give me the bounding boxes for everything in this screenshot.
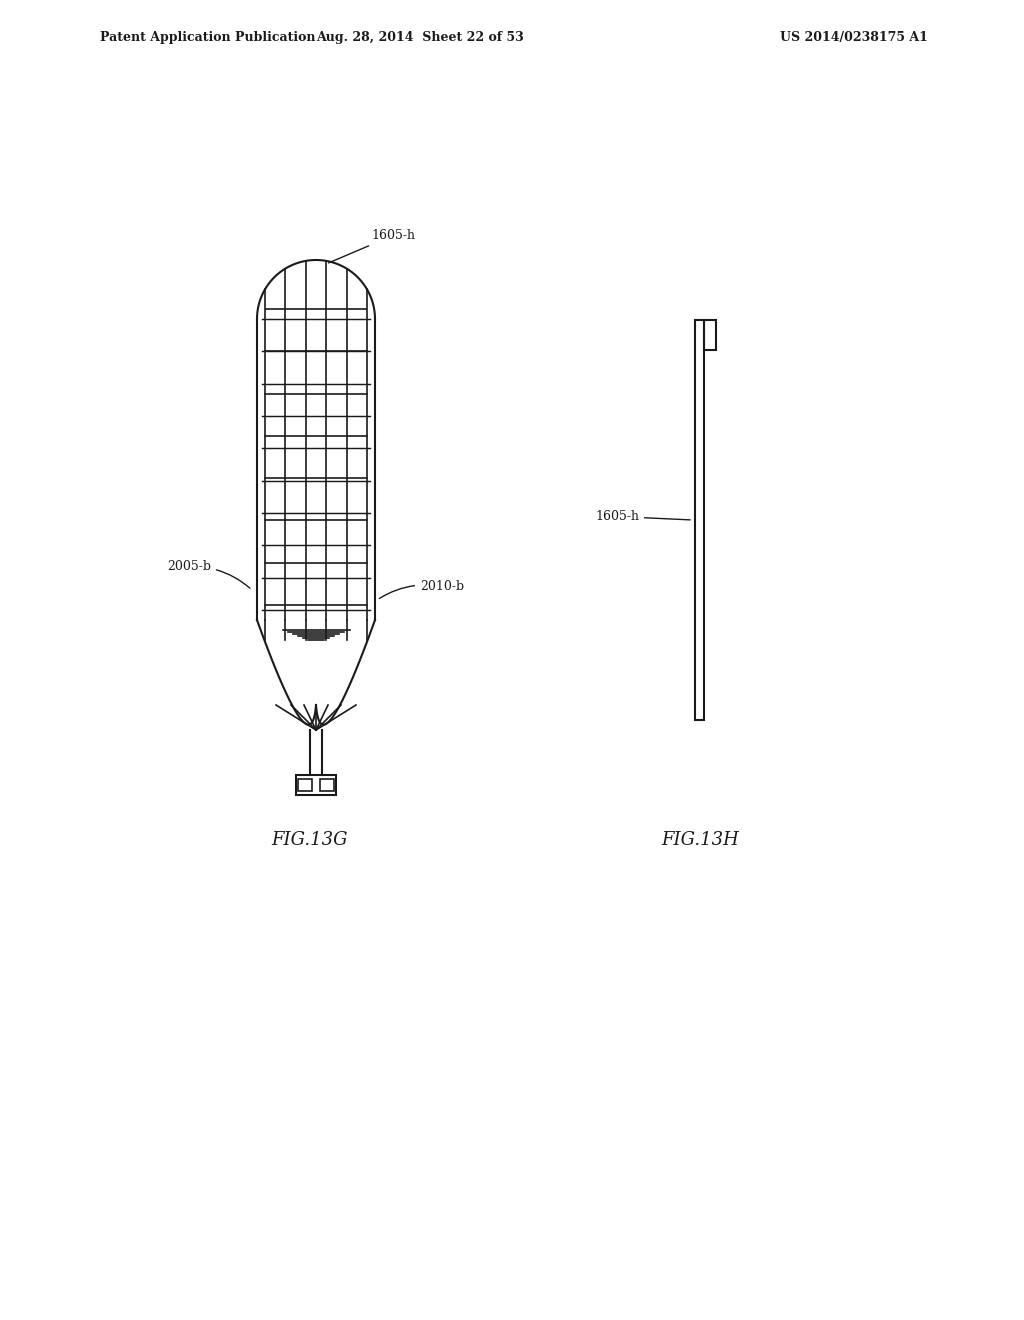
Text: 2005-b: 2005-b: [167, 560, 250, 589]
Bar: [319, 779, 334, 791]
Text: 1605-h: 1605-h: [595, 510, 690, 523]
Text: 1605-h: 1605-h: [329, 228, 415, 263]
Bar: [298, 779, 312, 791]
Text: Patent Application Publication: Patent Application Publication: [100, 30, 315, 44]
Text: FIG.13G: FIG.13G: [271, 832, 348, 849]
Text: FIG.13H: FIG.13H: [662, 832, 739, 849]
Bar: [296, 775, 336, 795]
Bar: [695, 319, 705, 719]
Text: US 2014/0238175 A1: US 2014/0238175 A1: [780, 30, 928, 44]
Text: Aug. 28, 2014  Sheet 22 of 53: Aug. 28, 2014 Sheet 22 of 53: [316, 30, 524, 44]
Bar: [705, 319, 716, 350]
Text: 2010-b: 2010-b: [379, 579, 464, 598]
